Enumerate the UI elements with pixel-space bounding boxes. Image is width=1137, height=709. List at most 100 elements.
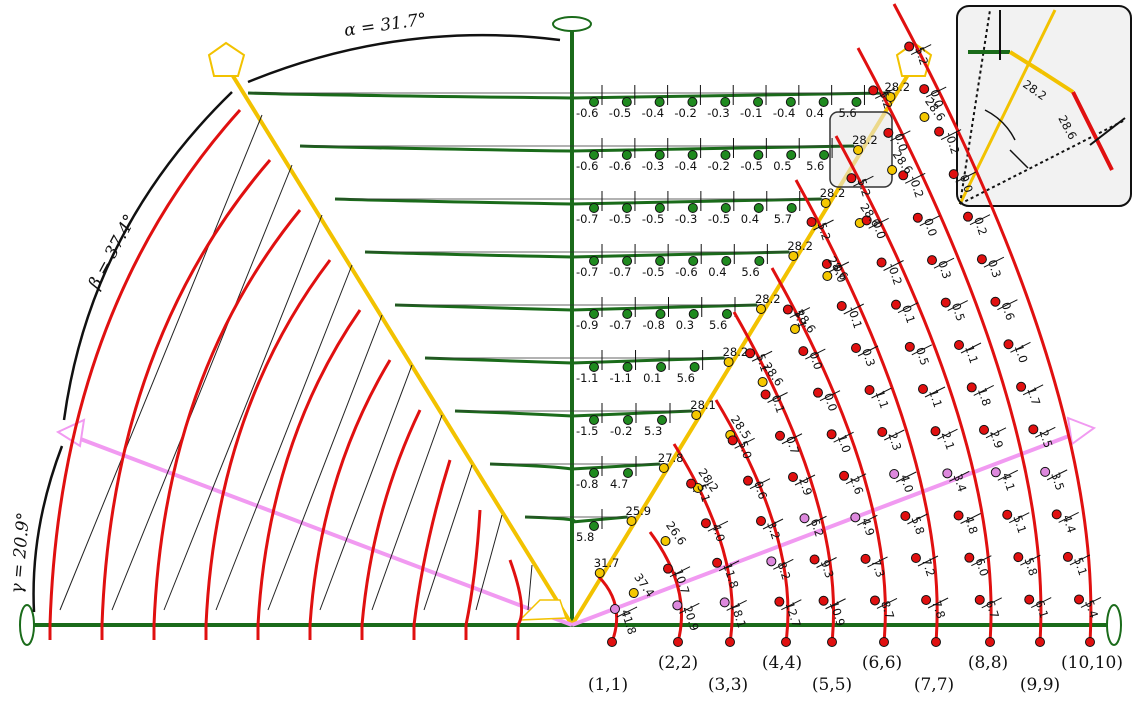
cell-divider — [911, 344, 933, 356]
red-column-line — [892, 3, 1093, 643]
red-dot — [836, 301, 847, 311]
cell-divider — [871, 387, 892, 399]
red-dot — [850, 512, 861, 523]
cell-divider — [910, 44, 932, 55]
beta-arc — [62, 91, 233, 421]
red-value-label: 2.5 — [1036, 428, 1055, 450]
red-dot — [864, 385, 875, 395]
green-dot — [721, 256, 732, 266]
green-row-line — [364, 250, 790, 259]
red-dot — [806, 217, 817, 227]
cell-divider — [616, 606, 638, 618]
red-column-line — [648, 531, 683, 643]
cell-divider — [749, 478, 771, 490]
red-value-label: 4.0 — [709, 522, 728, 544]
red-dot — [930, 426, 941, 437]
green-value-label: -0.5 — [740, 159, 762, 173]
pair-label: (8,8) — [968, 653, 1008, 673]
green-value-label: -0.5 — [609, 106, 631, 120]
yellow-dot — [723, 357, 734, 367]
chord-line — [423, 464, 473, 611]
green-value-label: -0.8 — [576, 477, 598, 491]
red-value-label: 4.0 — [897, 473, 916, 495]
red-value-label: 2.9 — [987, 428, 1006, 450]
green-row-line — [524, 515, 628, 524]
left-axis-marker — [19, 604, 35, 646]
cell-divider — [1010, 341, 1031, 353]
red-dot — [934, 126, 945, 137]
cell-divider — [726, 599, 747, 611]
red-value-label: 4.8 — [962, 514, 981, 536]
red-dot — [921, 595, 932, 605]
cell-divider — [718, 560, 740, 572]
red-dot — [672, 600, 683, 611]
green-dot — [785, 97, 796, 107]
cell-divider — [825, 598, 846, 610]
pink-arrow-right — [1066, 416, 1097, 446]
red-dot — [979, 424, 990, 435]
cell-divider — [833, 431, 854, 443]
cell-divider — [789, 307, 811, 319]
alpha-label: α = 31.7° — [343, 10, 428, 41]
red-dot — [788, 472, 798, 482]
cell-divider — [773, 558, 794, 570]
cell-divider — [875, 87, 896, 99]
green-value-label: -0.2 — [674, 106, 696, 120]
cell-divider — [762, 518, 784, 530]
red-value-label: 0.0 — [927, 88, 946, 110]
red-dot — [869, 595, 880, 606]
green-dot — [589, 362, 599, 372]
cell-divider — [890, 130, 911, 142]
cell-divider — [767, 392, 788, 403]
cell-divider — [868, 217, 889, 229]
cell-divider — [1080, 597, 1102, 608]
green-dot — [688, 256, 699, 266]
red-dot — [1013, 552, 1024, 563]
red-value-label: 1.8 — [975, 386, 994, 408]
beta-label: β = 37.4° — [84, 211, 140, 293]
pair-label: (10,10) — [1061, 653, 1123, 673]
red-dot — [1051, 509, 1062, 520]
green-dot — [688, 309, 699, 319]
red-dot — [912, 212, 923, 223]
red-dot — [940, 297, 951, 308]
red-end-dot — [607, 637, 617, 647]
green-dot — [753, 203, 764, 213]
green-value-label: -0.6 — [609, 159, 631, 173]
red-value-label: 5.1 — [1010, 513, 1029, 535]
cell-divider — [828, 261, 850, 273]
red-end-dot — [985, 637, 995, 647]
red-dot — [889, 469, 900, 479]
green-dot — [621, 203, 632, 213]
cell-divider — [734, 437, 755, 449]
red-value-label: 8.2 — [774, 560, 793, 582]
green-value-label: 5.3 — [644, 424, 662, 438]
yellow-left-label: 28.2 — [884, 80, 910, 94]
green-value-label: -0.5 — [708, 212, 730, 226]
yellow-left-label: 28.2 — [723, 345, 749, 359]
red-dot — [990, 296, 1001, 307]
red-value-label: 0.0 — [921, 216, 940, 238]
cell-divider — [1058, 511, 1079, 523]
yellow-dot — [789, 324, 800, 334]
pair-label: (1,1) — [588, 675, 628, 695]
red-value-label: 11.8 — [720, 561, 741, 590]
red-value-label: 0.5 — [913, 345, 932, 367]
yellow-dot — [594, 568, 605, 578]
green-row-line — [299, 144, 855, 153]
red-arc-left — [100, 159, 272, 626]
red-dot — [900, 511, 911, 521]
green-dot — [655, 309, 666, 319]
pair-label: (7,7) — [914, 675, 954, 695]
red-dot — [1024, 594, 1035, 605]
red-value-label: 7.3 — [869, 557, 888, 579]
cell-divider — [1046, 469, 1068, 481]
red-dot — [821, 259, 832, 269]
red-value-label: 5.4 — [1082, 598, 1101, 620]
yellow-left-label: 28.2 — [852, 133, 878, 147]
green-value-label: -0.2 — [707, 159, 729, 173]
red-value-label: 5.8 — [1021, 556, 1040, 578]
red-dot — [927, 255, 938, 266]
green-value-label: -0.4 — [642, 106, 664, 120]
red-dot — [910, 553, 921, 563]
